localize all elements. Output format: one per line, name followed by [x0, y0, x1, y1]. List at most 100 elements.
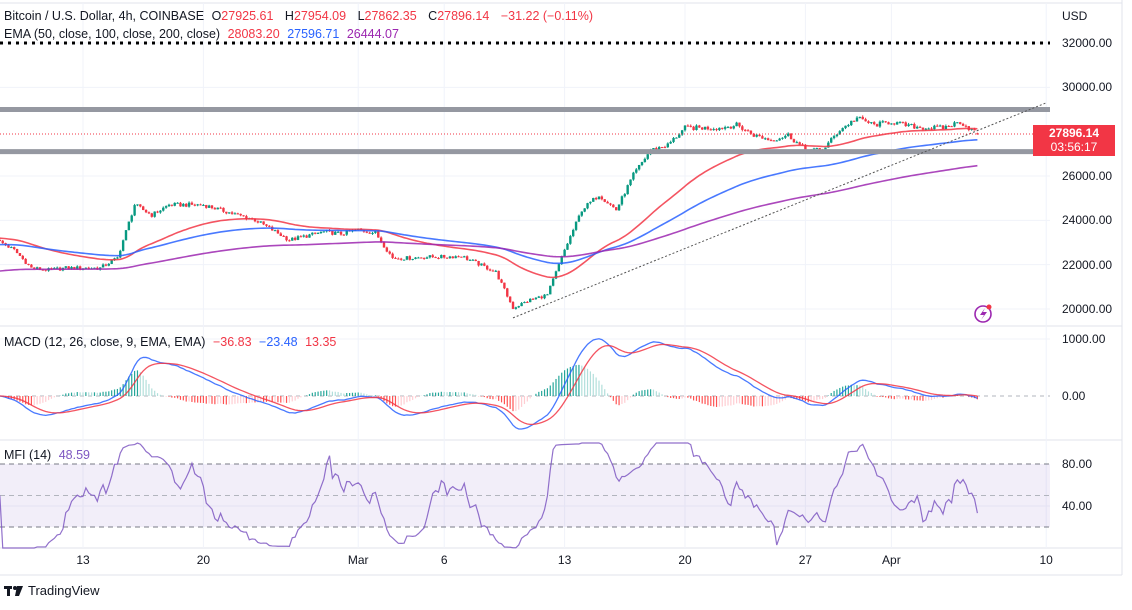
candle-down: [867, 121, 870, 123]
candle-up: [732, 126, 735, 129]
candle-up: [646, 154, 649, 159]
candle-down: [792, 139, 796, 143]
open-label: O: [211, 9, 222, 23]
candle-up: [895, 122, 899, 125]
candle-up: [417, 257, 420, 259]
candle-down: [873, 122, 876, 125]
candle-up: [549, 285, 552, 295]
candle-up: [164, 206, 168, 208]
candle-down: [709, 129, 712, 131]
high-value: 27954.09: [293, 9, 347, 23]
candle-down: [769, 140, 773, 142]
candle-down: [749, 130, 753, 134]
candle-up: [371, 232, 374, 234]
candle-down: [0, 240, 2, 242]
mfi-legend[interactable]: MFI (14) 48.59: [4, 448, 94, 462]
candle-down: [686, 125, 690, 127]
candle-down: [698, 125, 701, 128]
candle-down: [445, 257, 449, 259]
candle-up: [551, 278, 555, 286]
macd-legend[interactable]: MACD (12, 26, close, 9, EMA, EMA) −36.83…: [4, 335, 340, 349]
candle-up: [672, 137, 675, 142]
close-value: 27896.14: [437, 9, 490, 23]
candle-down: [382, 242, 386, 248]
candle-down: [921, 127, 925, 130]
candle-down: [655, 148, 658, 150]
candle-down: [758, 134, 761, 137]
candle-down: [508, 296, 512, 303]
candle-up: [898, 121, 902, 123]
candle-down: [142, 206, 145, 210]
candle-down: [7, 245, 10, 248]
candle-down: [609, 203, 612, 205]
candle-up: [755, 134, 758, 137]
candle-down: [213, 208, 217, 210]
candle-down: [457, 256, 460, 258]
time-tick-label: Mar: [347, 553, 369, 567]
candle-up: [176, 202, 179, 204]
candle-up: [428, 255, 432, 258]
candle-down: [615, 207, 618, 211]
last-price: 27896.14: [1048, 126, 1100, 140]
candle-up: [778, 138, 781, 141]
candle-up: [546, 294, 549, 296]
candle-up: [830, 138, 833, 143]
time-tick-label: 6: [440, 553, 448, 567]
candle-down: [420, 257, 423, 259]
candle-down: [205, 204, 208, 208]
candle-up: [101, 264, 105, 268]
candle-up: [402, 259, 406, 261]
mfi-tick-label: 40.00: [1062, 499, 1093, 513]
candle-down: [746, 130, 750, 132]
candle-down: [276, 230, 280, 234]
candle-down: [15, 249, 19, 254]
candle-down: [594, 198, 598, 200]
candle-down: [431, 255, 434, 258]
candle-down: [506, 288, 509, 297]
candle-up: [133, 205, 136, 216]
candle-up: [855, 117, 859, 122]
candle-down: [24, 258, 27, 264]
candle-down: [222, 207, 225, 212]
candle-up: [597, 196, 601, 200]
candle-up: [850, 120, 853, 126]
candle-down: [342, 234, 346, 236]
candle-down: [864, 119, 867, 122]
candle-down: [21, 255, 24, 259]
candle-down: [950, 126, 953, 128]
candle-down: [293, 237, 297, 240]
ema-legend[interactable]: EMA (50, close, 100, close, 200, close) …: [4, 27, 403, 41]
candle-up: [425, 257, 429, 259]
candle-up: [832, 136, 836, 139]
bar-countdown: 03:56:17: [1050, 140, 1098, 154]
candle-up: [847, 125, 850, 127]
candle-up: [924, 128, 927, 130]
candle-down: [818, 148, 821, 150]
candle-down: [861, 116, 864, 120]
candle-down: [961, 123, 965, 126]
candle-down: [242, 215, 245, 217]
candle-up: [970, 128, 973, 130]
candle-up: [944, 125, 948, 130]
candle-down: [279, 233, 282, 236]
candle-down: [139, 204, 142, 207]
candle-down: [170, 204, 174, 206]
candle-down: [394, 257, 397, 259]
candle-up: [726, 126, 730, 128]
candle-up: [927, 128, 930, 130]
notification-dot: [986, 304, 992, 310]
candle-up: [563, 249, 566, 257]
candle-down: [30, 264, 33, 268]
candle-down: [391, 253, 394, 258]
candle-up: [784, 135, 787, 138]
candle-down: [150, 213, 153, 217]
tradingview-logo[interactable]: TradingView: [4, 583, 100, 598]
candle-up: [933, 125, 936, 130]
lightning-icon: [974, 304, 992, 323]
candle-up: [537, 296, 540, 298]
low-label: L: [357, 9, 365, 23]
candle-down: [179, 202, 182, 207]
candle-down: [936, 125, 939, 127]
candle-down: [852, 120, 856, 122]
